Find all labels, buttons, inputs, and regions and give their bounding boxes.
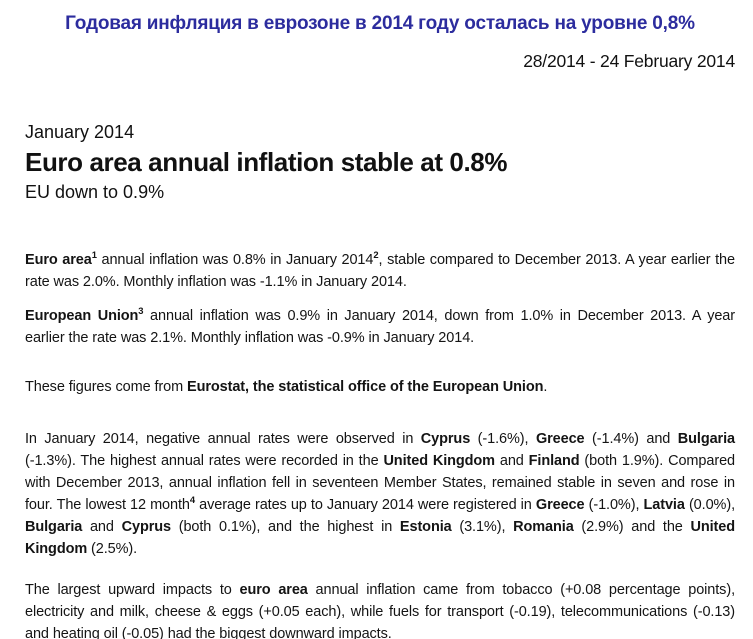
paragraph-euro-area-inflation: Euro area1 annual inflation was 0.8% in … xyxy=(25,249,735,290)
paragraph-price-impacts: The largest upward impacts to euro area … xyxy=(25,582,735,639)
paragraph-eu-inflation: European Union3 annual inflation was 0.9… xyxy=(25,305,736,346)
paragraph-source-attribution: These figures come from Eurostat, the st… xyxy=(25,379,548,395)
reference-period: January 2014 xyxy=(25,122,135,142)
translated-headline-ru: Годовая инфляция в еврозоне в 2014 году … xyxy=(65,13,695,34)
release-number-and-date: 28/2014 - 24 February 2014 xyxy=(523,51,735,71)
sub-headline: EU down to 0.9% xyxy=(25,182,165,202)
paragraph-member-state-rates: In January 2014, negative annual rates w… xyxy=(25,431,736,557)
main-headline: Euro area annual inflation stable at 0.8… xyxy=(25,147,508,177)
